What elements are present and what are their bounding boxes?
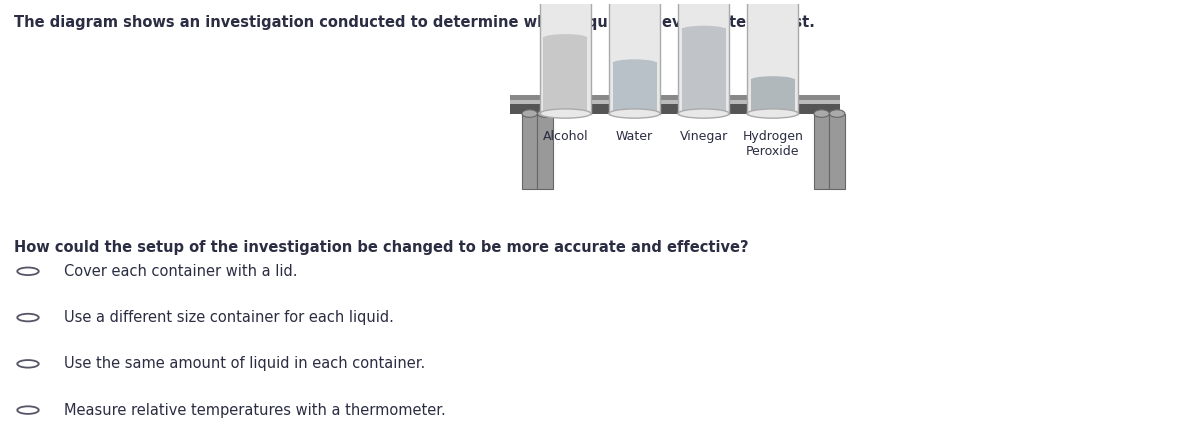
Ellipse shape — [748, 109, 798, 118]
Text: Vinegar: Vinegar — [679, 130, 727, 143]
Bar — [522, 114, 538, 189]
Text: The diagram shows an investigation conducted to determine which liquid will evap: The diagram shows an investigation condu… — [13, 15, 815, 30]
Bar — [544, 36, 588, 112]
Text: Measure relative temperatures with a thermometer.: Measure relative temperatures with a the… — [64, 402, 445, 417]
Ellipse shape — [678, 109, 730, 118]
Bar — [751, 79, 794, 112]
Bar — [510, 100, 840, 104]
Ellipse shape — [751, 76, 794, 84]
Ellipse shape — [544, 34, 588, 42]
Bar — [538, 114, 553, 189]
Bar — [510, 95, 840, 114]
Bar — [748, 0, 798, 114]
Ellipse shape — [538, 110, 553, 117]
Text: Hydrogen
Peroxide: Hydrogen Peroxide — [743, 130, 803, 158]
Ellipse shape — [814, 110, 829, 117]
Text: How could the setup of the investigation be changed to be more accurate and effe: How could the setup of the investigation… — [13, 240, 749, 255]
Text: Use a different size container for each liquid.: Use a different size container for each … — [64, 310, 394, 325]
Ellipse shape — [540, 109, 592, 118]
Ellipse shape — [608, 109, 660, 118]
Bar — [678, 0, 730, 114]
Bar — [814, 114, 829, 189]
Text: Use the same amount of liquid in each container.: Use the same amount of liquid in each co… — [64, 356, 425, 372]
Bar — [612, 62, 656, 112]
Ellipse shape — [682, 26, 726, 33]
Ellipse shape — [612, 59, 656, 67]
Text: Water: Water — [616, 130, 653, 143]
Bar — [829, 114, 845, 189]
Ellipse shape — [522, 110, 538, 117]
Bar — [682, 28, 726, 112]
Text: Alcohol: Alcohol — [542, 130, 588, 143]
Ellipse shape — [829, 110, 845, 117]
Text: Cover each container with a lid.: Cover each container with a lid. — [64, 264, 298, 279]
Bar — [510, 104, 840, 114]
Bar — [540, 0, 592, 114]
Bar — [608, 0, 660, 114]
